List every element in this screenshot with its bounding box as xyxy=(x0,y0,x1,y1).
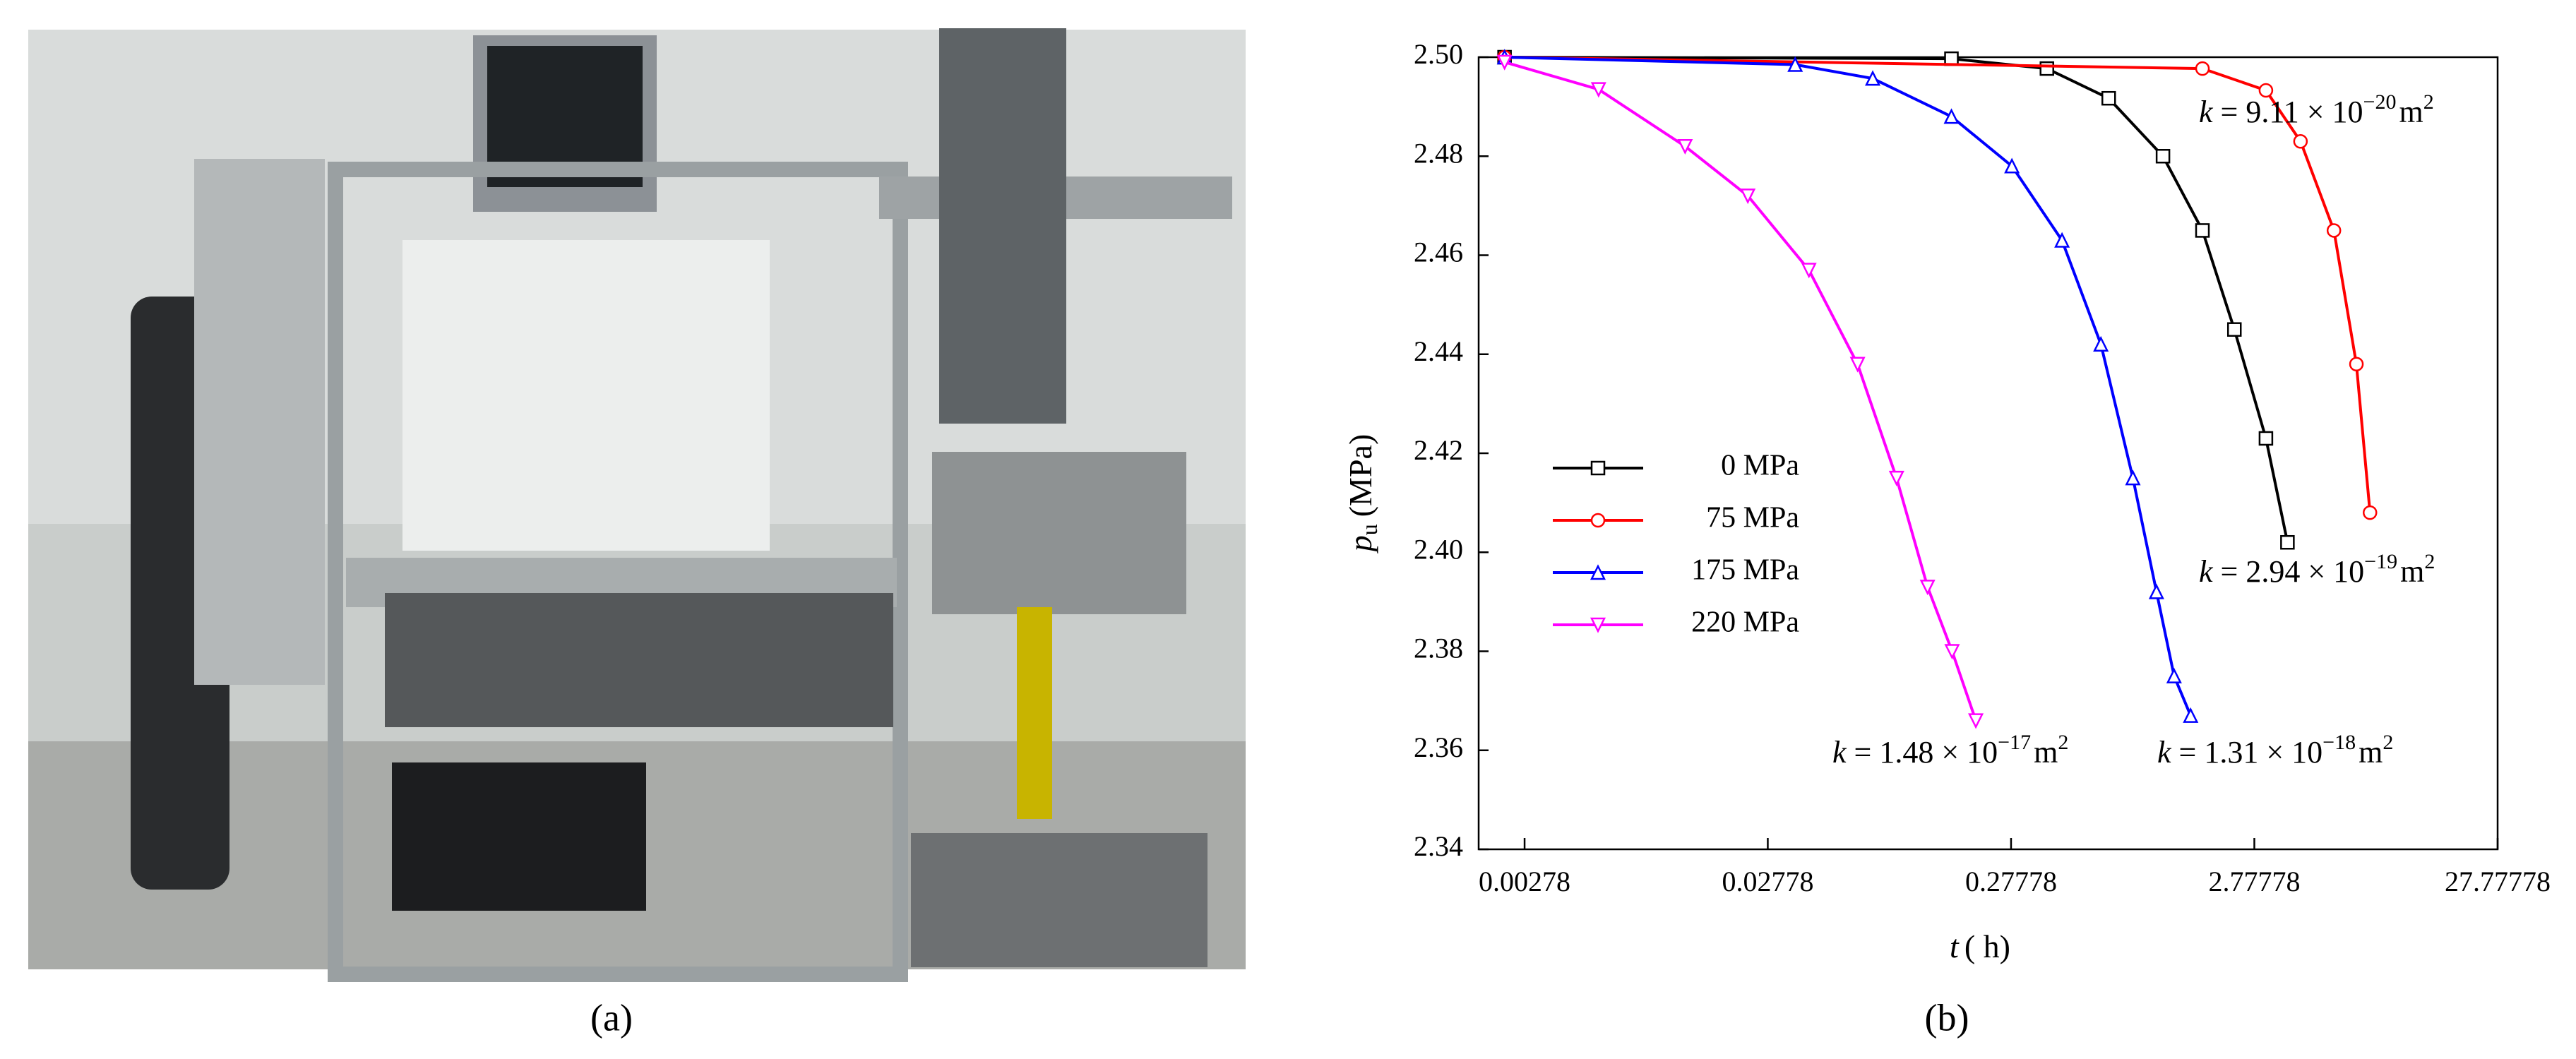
y-tick-label: 2.48 xyxy=(1414,137,1463,169)
marker xyxy=(2166,667,2182,683)
annotation: k = 9.11 × 10−20m2 xyxy=(2199,90,2434,129)
annotation: k = 1.48 × 10−17m2 xyxy=(1832,731,2068,770)
marker xyxy=(2093,335,2109,352)
marker xyxy=(2258,431,2274,446)
marker xyxy=(2293,133,2308,149)
marker xyxy=(1849,357,1866,373)
panel-label: (a) xyxy=(590,996,633,1039)
y-label-unit: (MPa) xyxy=(1342,434,1378,517)
y-tick-label: 2.46 xyxy=(1414,237,1463,268)
annotation-unit: m xyxy=(2034,735,2058,770)
x-tick-label: 0.02778 xyxy=(1722,866,1813,897)
marker xyxy=(1919,580,1936,596)
marker xyxy=(1496,54,1513,71)
marker xyxy=(1590,460,1606,476)
marker xyxy=(1677,138,1693,155)
annotation-exponent: −20 xyxy=(2363,90,2397,114)
series-line xyxy=(1504,61,1977,722)
x-label-unit: ( h) xyxy=(1964,928,2010,964)
marker xyxy=(2004,157,2020,174)
marker xyxy=(1801,263,1817,279)
annotation-symbol: k xyxy=(1832,735,1847,770)
marker xyxy=(1590,82,1606,98)
marker xyxy=(2148,583,2164,599)
annotation-unit: m xyxy=(2359,735,2383,770)
y-axis-label: pu (MPa) xyxy=(1342,434,1383,554)
marker xyxy=(1787,56,1803,72)
marker xyxy=(1740,189,1756,205)
photo xyxy=(28,28,1246,982)
annotation-exponent: −17 xyxy=(1998,731,2031,754)
y-tick-label: 2.34 xyxy=(1414,830,1463,862)
legend-label: 75 MPa xyxy=(1706,502,1799,534)
marker xyxy=(2195,223,2210,238)
y-tick-label: 2.50 xyxy=(1414,38,1463,70)
legend-label: 220 MPa xyxy=(1691,606,1799,639)
y-tick-label: 2.38 xyxy=(1414,633,1463,664)
marker xyxy=(1944,644,1960,660)
series-line xyxy=(1504,56,2193,717)
marker xyxy=(2039,61,2054,76)
marker xyxy=(2101,90,2116,106)
marker xyxy=(1968,713,1984,729)
marker xyxy=(1590,617,1606,633)
marker xyxy=(2349,357,2364,372)
annotation: k = 2.94 × 10−19m2 xyxy=(2199,550,2435,589)
annotation-unit-power: 2 xyxy=(2058,731,2068,754)
marker xyxy=(2183,707,2199,723)
annotation-unit: m xyxy=(2399,95,2423,129)
x-tick-label: 0.00278 xyxy=(1479,866,1570,897)
x-tick-label: 2.77778 xyxy=(2208,866,2300,897)
annotation-unit-power: 2 xyxy=(2423,90,2434,114)
panel-label: (b) xyxy=(1925,996,1969,1039)
annotation-mantissa: = 1.31 × 10 xyxy=(2171,735,2323,770)
annotation-mantissa: = 1.48 × 10 xyxy=(1847,735,1998,770)
annotation-unit-power: 2 xyxy=(2424,550,2435,573)
annotation-symbol: k xyxy=(2199,554,2214,589)
marker xyxy=(2258,83,2274,98)
marker xyxy=(2280,534,2295,550)
x-label-symbol: t xyxy=(1950,928,1960,964)
annotation-mantissa: = 2.94 × 10 xyxy=(2213,554,2365,589)
y-label-symbol: p xyxy=(1342,535,1378,554)
y-tick-label: 2.42 xyxy=(1414,434,1463,466)
marker xyxy=(2125,469,2141,486)
marker xyxy=(1590,564,1606,580)
annotation-unit-power: 2 xyxy=(2383,731,2393,754)
annotation-exponent: −19 xyxy=(2364,550,2397,573)
annotation-exponent: −18 xyxy=(2322,731,2356,754)
marker xyxy=(1888,470,1904,486)
marker xyxy=(2195,61,2210,76)
y-label-subscript: u xyxy=(1356,524,1382,535)
marker xyxy=(2155,149,2171,164)
y-tick-label: 2.44 xyxy=(1414,335,1463,367)
x-tick-label: 0.27778 xyxy=(1965,866,2057,897)
marker xyxy=(1865,70,1881,86)
annotation: k = 1.31 × 10−18m2 xyxy=(2157,731,2393,770)
marker xyxy=(1943,108,1960,124)
annotation-unit: m xyxy=(2400,554,2424,589)
marker xyxy=(1590,513,1606,528)
x-axis-label: t( h) xyxy=(1950,928,2010,964)
annotation-symbol: k xyxy=(2199,95,2214,129)
annotation-mantissa: = 9.11 × 10 xyxy=(2213,95,2363,129)
x-tick-label: 27.77778 xyxy=(2445,866,2551,897)
marker xyxy=(2326,223,2342,238)
marker xyxy=(2054,232,2070,248)
legend-label: 0 MPa xyxy=(1721,450,1799,482)
marker xyxy=(2226,322,2242,337)
y-tick-label: 2.40 xyxy=(1414,533,1463,565)
y-tick-label: 2.36 xyxy=(1414,731,1463,763)
marker xyxy=(2363,505,2378,520)
annotation-symbol: k xyxy=(2157,735,2172,770)
series-line xyxy=(1504,56,2289,543)
legend-label: 175 MPa xyxy=(1691,554,1799,587)
